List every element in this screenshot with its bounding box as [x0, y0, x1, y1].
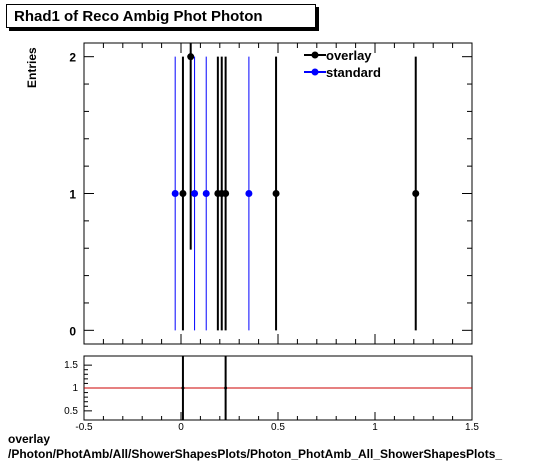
ratio-plot-frame: 0.5 1 1.5 -0.5 0 0.5 1 1.5 [64, 355, 479, 433]
x-tick-label: 0 [178, 422, 184, 433]
legend-label-overlay: overlay [326, 48, 372, 63]
ratio-y-tick-label: 0.5 [64, 406, 78, 417]
legend-label-standard: standard [326, 65, 381, 80]
x-tick-label: 1.5 [465, 422, 479, 433]
chart-title: Rhad1 of Reco Ambig Phot Photon [6, 4, 316, 28]
standard-point [171, 190, 179, 197]
main-plot-frame: 0 1 2 [69, 42, 473, 345]
y-tick-label: 0 [69, 324, 76, 338]
legend-marker-overlay [311, 51, 319, 59]
ratio-point [181, 386, 185, 390]
standard-point [191, 190, 199, 197]
x-tick-label: 0.5 [271, 422, 285, 433]
standard-point [245, 190, 253, 197]
footer-label: overlay [8, 432, 51, 446]
overlay-point [412, 190, 420, 197]
overlay-point [272, 190, 280, 197]
overlay-point [179, 190, 187, 197]
standard-point [202, 190, 210, 197]
overlay-point [187, 53, 195, 61]
overlay-point [222, 190, 230, 197]
x-tick-label: -0.5 [75, 422, 93, 433]
ratio-y-tick-label: 1 [72, 383, 78, 394]
y-tick-label: 1 [69, 188, 76, 202]
ratio-plot-data [84, 356, 472, 420]
y-axis-label: Entries [25, 47, 39, 88]
legend-marker-standard [311, 68, 319, 76]
ratio-point [224, 386, 228, 390]
ratio-y-tick-label: 1.5 [64, 360, 78, 371]
footer-path: /Photon/PhotAmb/All/ShowerShapesPlots/Ph… [8, 447, 503, 461]
main-plot-data [171, 43, 420, 331]
y-tick-label: 2 [69, 51, 76, 65]
legend: overlay standard [304, 48, 381, 80]
x-tick-label: 1 [372, 422, 378, 433]
